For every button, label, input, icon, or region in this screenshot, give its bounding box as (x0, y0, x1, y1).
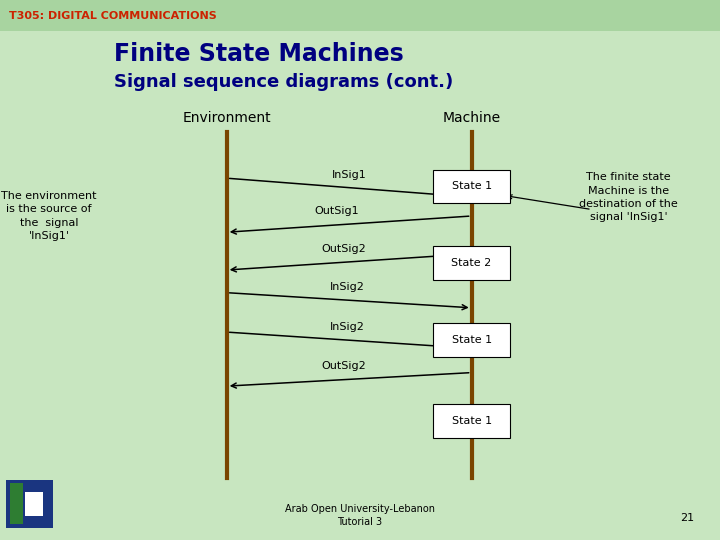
Text: Finite State Machines: Finite State Machines (114, 42, 403, 66)
Bar (25, 491, 43, 516)
Text: The finite state
Machine is the
destination of the
signal 'InSig1': The finite state Machine is the destinat… (579, 172, 678, 222)
Text: OutSig2: OutSig2 (322, 361, 366, 372)
Text: OutSig1: OutSig1 (315, 206, 359, 216)
Text: InSig1: InSig1 (332, 170, 366, 179)
Text: 21: 21 (680, 514, 695, 523)
Text: Arab Open University-Lebanon
Tutorial 3: Arab Open University-Lebanon Tutorial 3 (285, 504, 435, 527)
Text: InSig2: InSig2 (330, 282, 365, 292)
Text: InSig2: InSig2 (330, 322, 365, 332)
FancyBboxPatch shape (433, 170, 510, 203)
FancyBboxPatch shape (433, 246, 510, 280)
Bar (9, 483, 22, 524)
Bar (0, 0, 720, 31)
Text: The environment
is the source of
the  signal
'InSig1': The environment is the source of the sig… (1, 191, 96, 241)
Text: Machine: Machine (443, 111, 500, 125)
FancyBboxPatch shape (433, 323, 510, 357)
Bar (22, 483, 49, 524)
Text: OutSig2: OutSig2 (322, 244, 366, 254)
Text: T305: DIGITAL COMMUNICATIONS: T305: DIGITAL COMMUNICATIONS (9, 11, 217, 21)
Text: State 1: State 1 (451, 181, 492, 191)
Bar (9, 483, 49, 524)
Text: State 2: State 2 (451, 258, 492, 268)
Text: State 1: State 1 (451, 416, 492, 426)
Text: Signal sequence diagrams (cont.): Signal sequence diagrams (cont.) (114, 73, 453, 91)
Text: Environment: Environment (182, 111, 271, 125)
Text: State 1: State 1 (451, 335, 492, 345)
FancyBboxPatch shape (433, 404, 510, 438)
